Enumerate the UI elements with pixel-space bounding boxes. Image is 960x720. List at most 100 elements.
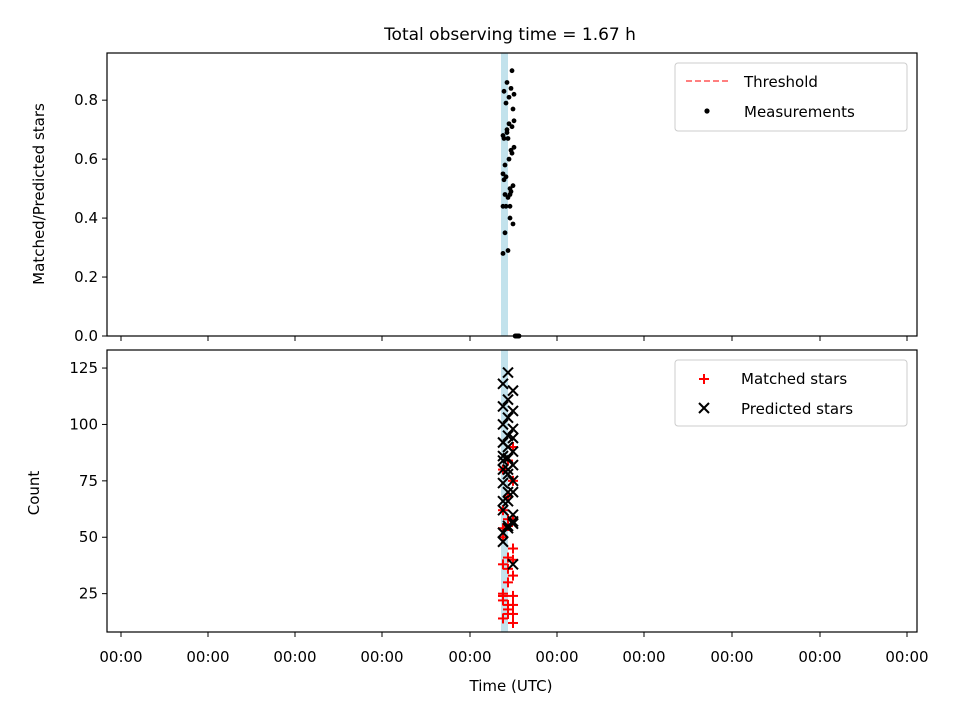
bottom-predicted-stars-point: [507, 423, 519, 435]
legend-measurements-label: Measurements: [744, 103, 855, 121]
bottom-x-tick-label: 00:00: [186, 648, 229, 666]
top-measurements-point: [510, 106, 516, 112]
legend-predicted-marker: [698, 402, 710, 414]
top-measurements-point: [506, 94, 512, 100]
bottom-y-tick-label: 50: [79, 528, 98, 546]
top-measurements-point: [500, 171, 506, 177]
bottom-x-tick-label: 00:00: [99, 648, 142, 666]
top-measurements-point: [506, 121, 512, 127]
bottom-x-tick-label: 00:00: [273, 648, 316, 666]
top-measurements-point: [500, 133, 506, 138]
bottom-predicted-stars-point: [502, 463, 514, 476]
bottom-predicted-stars-point: [507, 432, 519, 444]
top-measurements-point: [501, 177, 507, 183]
bottom-y-tick-label: 25: [79, 585, 98, 603]
bottom-x-tick-label: 00:00: [448, 648, 491, 666]
bottom-matched-stars-point: [508, 570, 518, 581]
legend-matched-marker: [699, 374, 709, 384]
bottom-predicted-stars-point: [497, 378, 509, 390]
figure-title: Total observing time = 1.67 h: [383, 25, 636, 45]
legend-measurements-marker: [704, 108, 710, 114]
top-y-tick-label: 0.6: [74, 150, 98, 168]
top-measurements-point: [500, 251, 506, 256]
bottom-y-tick-label: 100: [69, 415, 98, 433]
bottom-matched-stars-point: [508, 617, 518, 628]
top-measurements-point: [511, 91, 517, 97]
bottom-predicted-stars-point: [502, 468, 514, 480]
bottom-predicted-stars-point: [497, 418, 509, 431]
top-measurements-point: [505, 248, 511, 253]
top-y-axis-label: Matched/Predicted stars: [30, 103, 48, 285]
top-measurements-point: [508, 147, 514, 153]
top-measurements-point: [509, 68, 515, 74]
top-y-tick-label: 0.8: [74, 91, 98, 109]
top-measurements-point: [504, 130, 510, 135]
bottom-predicted-stars-point: [507, 475, 519, 487]
top-y-tick-label: 0.0: [74, 327, 98, 345]
top-measurements-point: [509, 124, 515, 130]
bottom-x-tick-label: 00:00: [622, 648, 665, 666]
bottom-predicted-stars-point: [502, 441, 514, 453]
bottom-predicted-stars-point: [497, 454, 509, 467]
bottom-predicted-stars-point: [507, 486, 519, 498]
bottom-matched-stars-point: [498, 595, 508, 606]
top-y-ticks: 0.0 0.2 0.4 0.6 0.8: [74, 91, 107, 345]
top-points: [500, 68, 522, 339]
top-measurements-point: [506, 156, 512, 162]
top-legend: Threshold Measurements: [674, 62, 908, 132]
top-measurements-point: [502, 192, 508, 197]
bottom-points: [497, 366, 519, 628]
bottom-panel: 00:00 00:00 00:00 00:00 00:00 00:00 00:00 00:00…: [25, 349, 929, 695]
bottom-predicted-stars-point: [502, 486, 514, 498]
top-y-tick-label: 0.4: [74, 209, 98, 227]
bottom-x-tick-label: 00:00: [360, 648, 403, 666]
bottom-matched-stars-point: [503, 604, 513, 615]
bottom-predicted-stars-point: [502, 393, 514, 406]
top-legend-box: [674, 62, 908, 132]
bottom-predicted-stars-point: [507, 405, 519, 417]
bottom-y-axis-label: Count: [25, 471, 43, 516]
bottom-y-ticks: 25 50 75 100 125: [69, 359, 107, 603]
legend-threshold-label: Threshold: [743, 73, 818, 91]
top-measurements-point: [503, 203, 509, 209]
bottom-x-tick-label: 00:00: [885, 648, 928, 666]
bottom-legend-box: [674, 359, 908, 427]
legend-matched-label: Matched stars: [741, 370, 847, 388]
bottom-predicted-stars-point: [497, 495, 509, 507]
top-measurements-point: [502, 162, 508, 168]
bottom-matched-stars-point: [508, 590, 518, 601]
top-axes-frame: [106, 52, 918, 337]
bottom-predicted-stars-point: [507, 515, 519, 528]
bottom-predicted-stars-point: [502, 366, 514, 379]
bottom-predicted-stars-point: [497, 504, 509, 516]
bottom-predicted-stars-point: [497, 450, 509, 462]
top-measurements-point: [511, 118, 517, 124]
top-measurements-point: [510, 183, 516, 189]
top-measurements-point: [501, 88, 507, 94]
bottom-predicted-stars-point: [507, 558, 519, 571]
bottom-y-tick-label: 125: [69, 359, 98, 377]
bottom-x-tick-label: 00:00: [710, 648, 753, 666]
bottom-predicted-stars-point: [497, 477, 509, 489]
top-measurements-point: [503, 100, 509, 106]
top-measurements-point: [504, 80, 510, 85]
bottom-observing-span: [501, 350, 508, 632]
bottom-predicted-stars-point: [497, 400, 509, 413]
bottom-x-axis-label: Time (UTC): [469, 677, 553, 695]
top-measurements-point: [508, 85, 514, 91]
bottom-x-ticks: 00:00 00:00 00:00 00:00 00:00 00:00 00:00 00:00…: [99, 632, 929, 666]
bottom-matched-stars-point: [503, 552, 513, 563]
bottom-x-tick-label: 00:00: [535, 648, 578, 666]
bottom-matched-stars-point: [498, 613, 508, 624]
top-measurements-point: [511, 144, 517, 150]
bottom-predicted-stars-point: [507, 518, 519, 530]
legend-predicted-label: Predicted stars: [741, 400, 853, 418]
bottom-matched-stars-point: [508, 608, 518, 619]
top-panel: 0.00.20.40.60.8 Matched/Predicted stars …: [30, 52, 918, 345]
bottom-matched-stars-point: [508, 543, 518, 554]
bottom-matched-stars-point: [498, 559, 508, 570]
top-measurements-point: [510, 221, 516, 227]
bottom-axes-frame: [106, 349, 918, 633]
top-measurements-point: [502, 230, 508, 236]
